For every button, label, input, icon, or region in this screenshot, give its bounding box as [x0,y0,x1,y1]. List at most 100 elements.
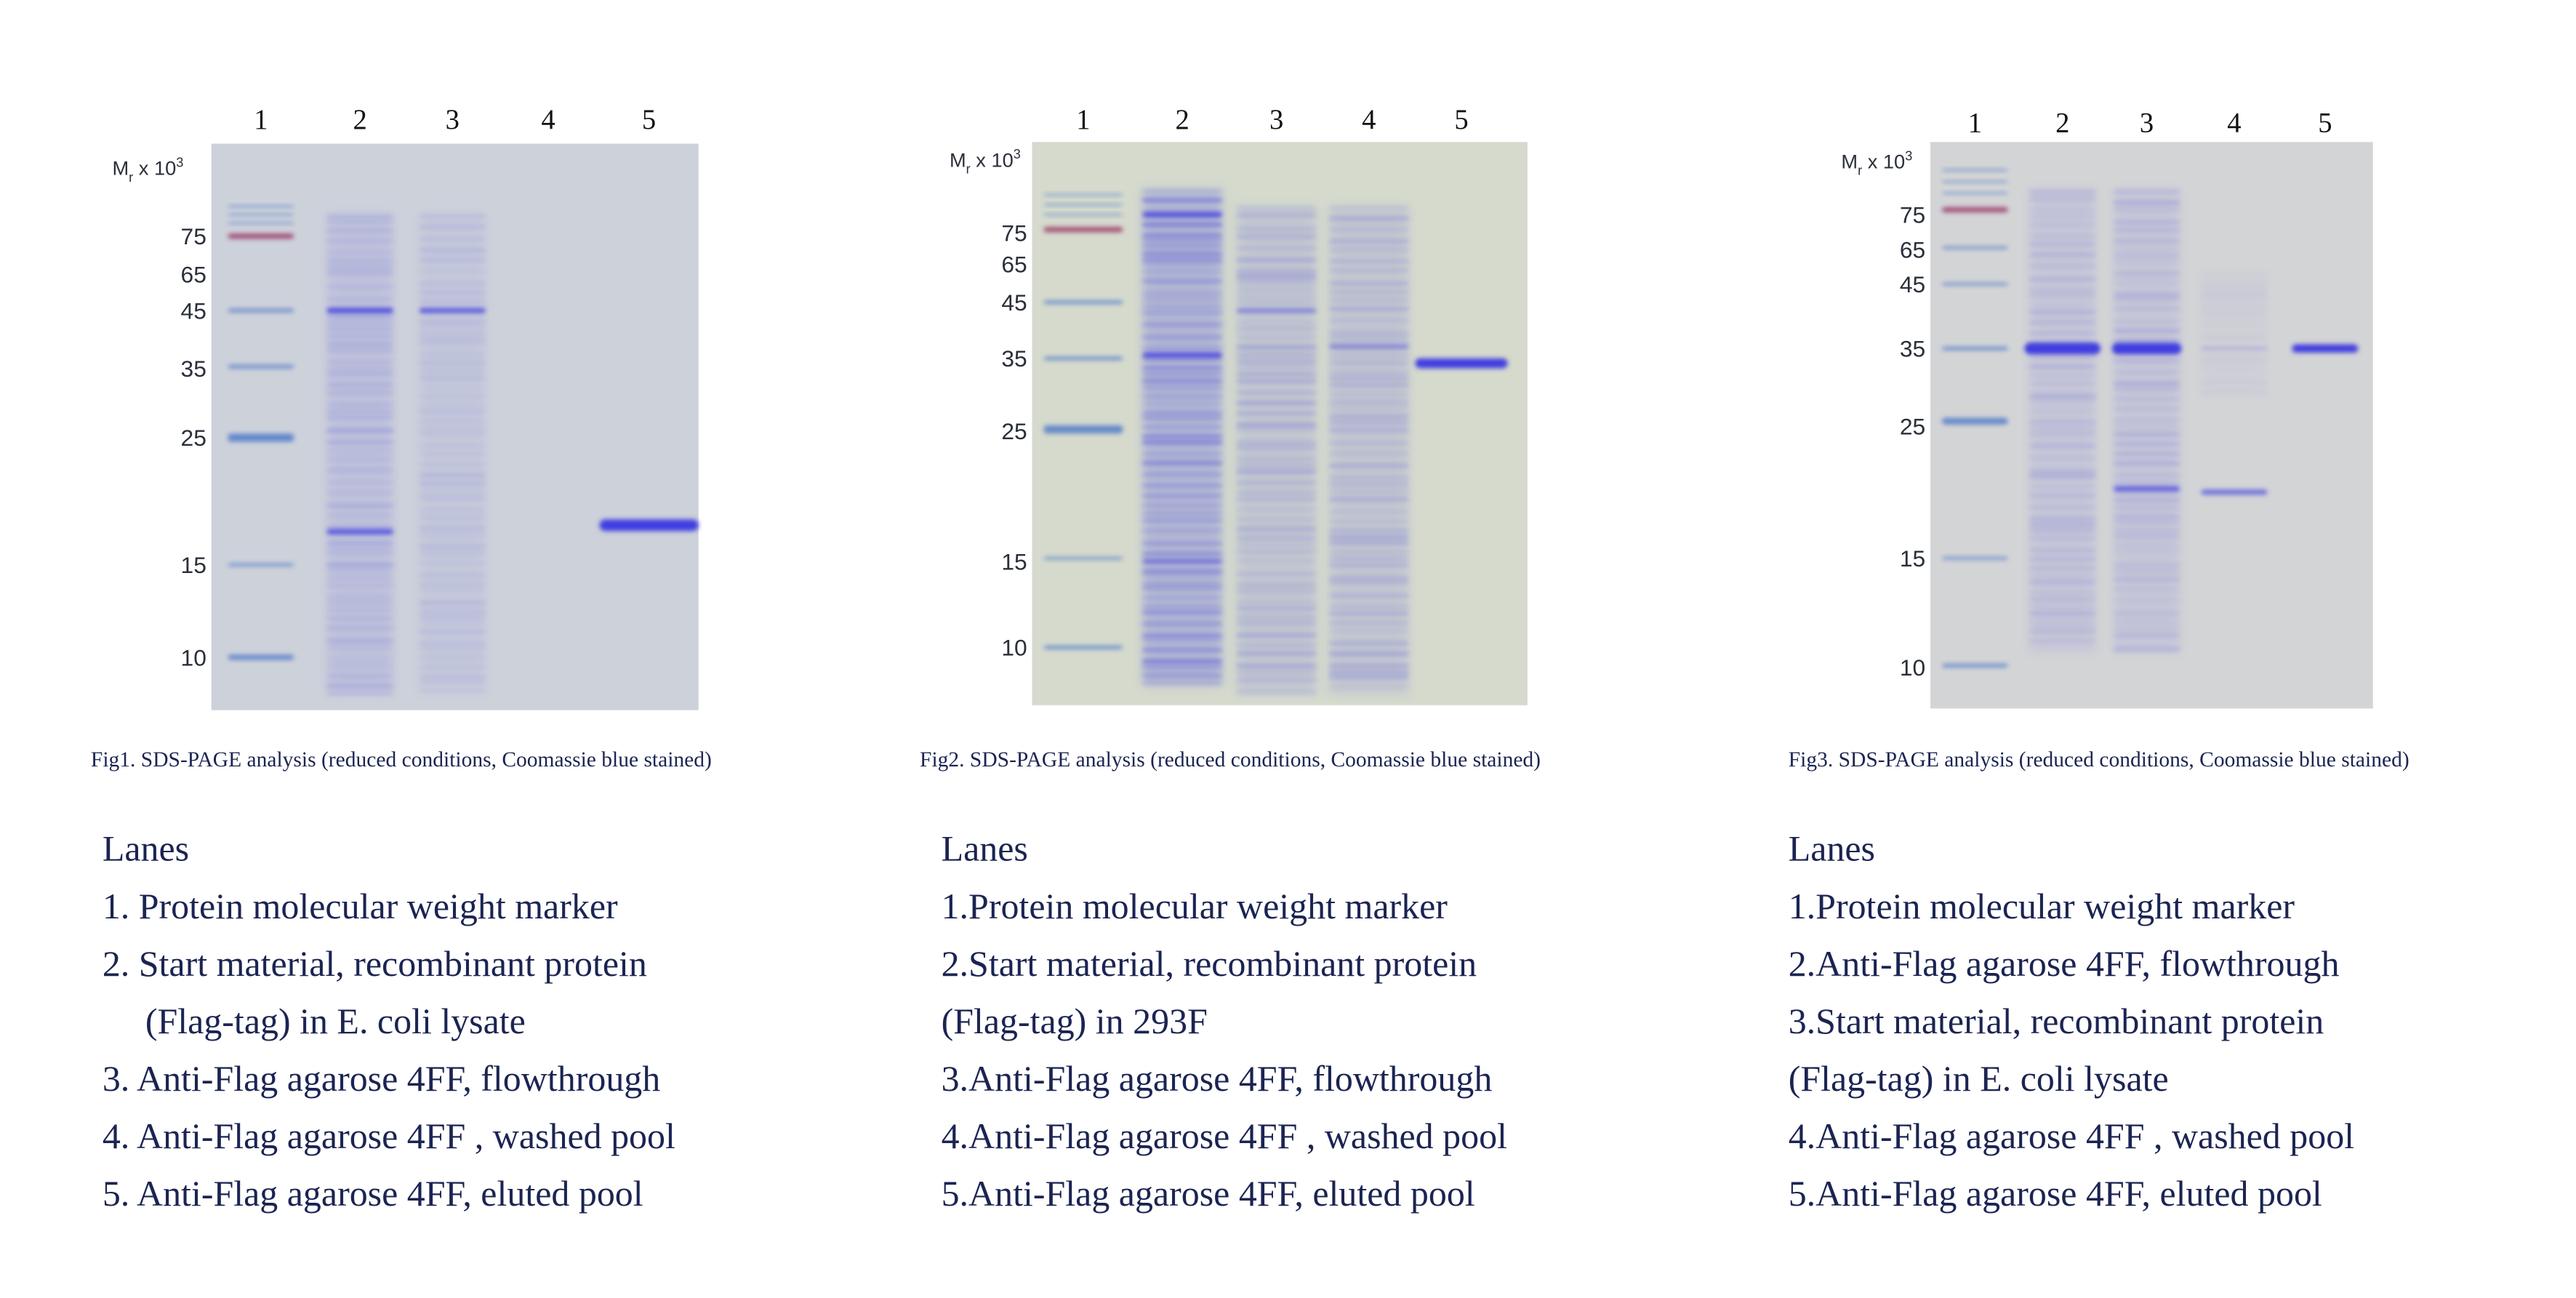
lane-number: 5 [1454,105,1468,135]
lane-band [419,237,486,241]
lane-number: 4 [1362,105,1376,135]
lane-band [1142,659,1222,664]
lane-band [1237,508,1317,510]
lane-band [1142,606,1222,608]
lane-band [419,665,486,669]
gel-image [1032,142,1528,705]
lane-band [326,260,393,263]
lane-band [419,215,486,218]
lane-band [2029,356,2096,358]
lane-band [2114,514,2180,518]
lane-band [1142,596,1222,599]
legend-line: 2.Anti-Flag agarose 4FF, flowthrough [1789,943,2340,984]
lane-band [1329,490,1409,493]
lane-band [419,360,486,365]
lane-band [326,646,393,649]
marker-label: 25 [181,425,206,451]
lane-smear [1329,206,1409,694]
legend-line: (Flag-tag) in 293F [942,1001,1208,1041]
mr-label-part: 3 [1014,147,1021,161]
marker-band [228,205,294,208]
lane-band [1142,257,1222,262]
lane-band [419,675,486,679]
marker-label: 75 [1900,202,1925,228]
lane-band [2114,461,2180,466]
lane-band [2029,209,2096,211]
lane-band [1329,428,1409,433]
marker-band [1043,300,1123,304]
marker-band [228,364,294,369]
mr-label: Mr x 103 [1841,148,1912,177]
lane-band [2029,321,2096,324]
lane-band [1142,366,1222,369]
marker-label: 75 [181,223,206,249]
lane-band [419,319,486,324]
lane-band [326,440,393,444]
marker-label: 15 [1001,549,1027,575]
lane-band [1237,372,1317,377]
lane-band [419,409,486,414]
lane-band [1237,359,1317,364]
lane-band [1329,376,1409,380]
lane-band [326,548,393,553]
lane-band [2202,304,2268,308]
legend-heading: Lanes [103,828,189,868]
marker-band [1043,204,1123,206]
lane-band [326,335,393,337]
lane-band [1142,587,1222,590]
lane-band [2114,358,2180,363]
lane-band [2114,320,2180,324]
lane-band [1329,535,1409,540]
lane-band [1142,190,1222,192]
lane-band [2114,481,2180,484]
lane-band [1142,297,1222,300]
lane-band [1142,402,1222,406]
lane-band [419,444,486,447]
lane-band [1237,422,1317,427]
lane-band [2114,371,2180,374]
lane-band [2202,314,2268,317]
lane-band [2114,598,2180,601]
lane-band [1142,460,1222,465]
marker-label: 35 [1001,345,1027,372]
lane-band [1142,452,1222,455]
lane-number: 1 [1076,105,1090,135]
lane-band [419,257,486,263]
lane-band [2029,505,2096,509]
lane-band [2114,628,2180,630]
lane-band [2114,190,2180,193]
lane-band [1329,676,1409,679]
gel-image [1930,142,2373,709]
lane-band [2114,381,2180,385]
lane-band [419,615,486,620]
lane-band [1142,372,1222,376]
marker-band [228,308,294,313]
lane-band [326,553,393,556]
lane-band [2114,307,2180,310]
lane-band [1237,559,1317,562]
lane-band [2114,452,2180,457]
lane-band [1329,406,1409,409]
lane-band [1237,543,1317,546]
lane-band [2029,399,2096,403]
protein-band [326,529,393,534]
lane-band [1237,335,1317,339]
mr-label-part: 3 [176,155,183,169]
lane-band [2029,303,2096,306]
protein-band [1415,358,1508,369]
marker-label: 10 [1900,654,1925,681]
lane-band [2029,566,2096,569]
lane-band [419,495,486,500]
lane-band [419,481,486,486]
protein-band [1142,559,1222,564]
lane-band [419,588,486,591]
lane-band [2114,281,2180,284]
lane-band [326,449,393,452]
lane-smear [2202,273,2268,396]
legend-line: (Flag-tag) in E. coli lysate [1789,1058,2169,1099]
lane-band [1142,233,1222,237]
lane-band [326,684,393,689]
lane-band [1329,371,1409,374]
lane-band [1142,494,1222,498]
